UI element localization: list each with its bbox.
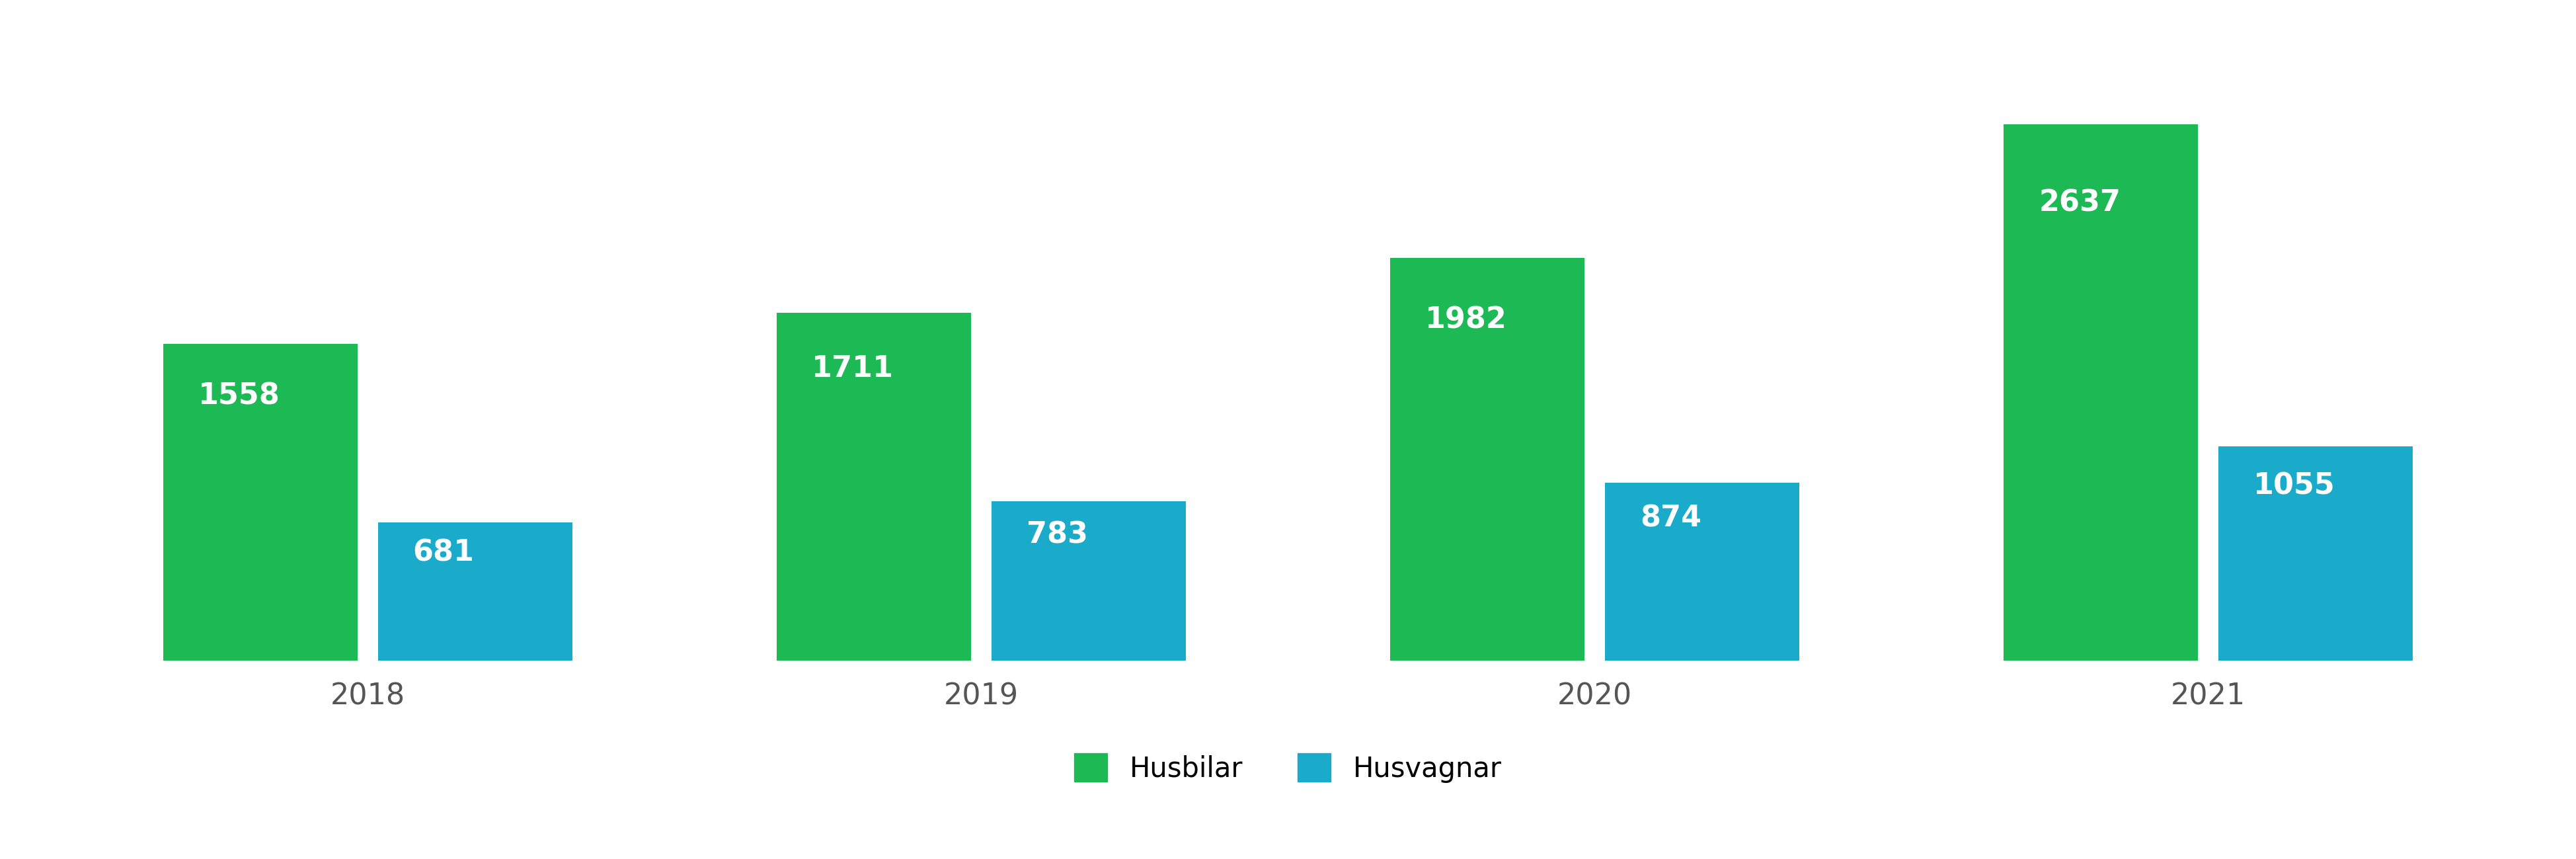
Bar (162, 344, 358, 661)
Text: 1982: 1982 (1425, 306, 1507, 334)
Bar (1605, 483, 1798, 661)
Text: 874: 874 (1641, 504, 1700, 533)
Text: 681: 681 (412, 539, 474, 567)
Bar (2218, 446, 2414, 661)
Text: 1558: 1558 (198, 382, 281, 411)
Bar (379, 522, 572, 661)
Bar (992, 502, 1185, 661)
Text: 783: 783 (1025, 521, 1087, 549)
Text: 2637: 2637 (2038, 189, 2120, 217)
Bar (2004, 125, 2197, 661)
Legend: Husbilar, Husvagnar: Husbilar, Husvagnar (1061, 740, 1515, 796)
Bar (778, 313, 971, 661)
Text: 1055: 1055 (2254, 472, 2336, 500)
Bar (1391, 258, 1584, 661)
Text: 1711: 1711 (811, 355, 894, 383)
